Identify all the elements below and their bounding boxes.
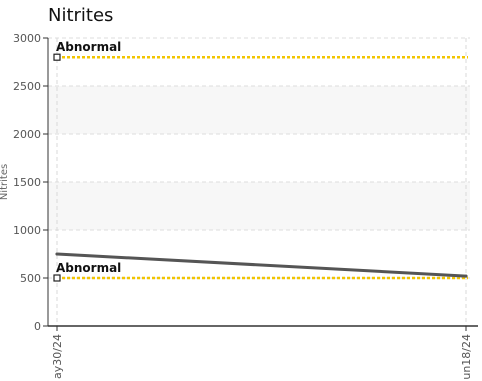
- data-point: [55, 252, 59, 256]
- x-tick-label: ay30/24: [51, 334, 64, 379]
- threshold-label: Abnormal: [56, 40, 121, 54]
- y-tick-label: 1500: [13, 176, 41, 189]
- x-tick-label: un18/24: [460, 334, 473, 380]
- y-tick-label: 0: [34, 320, 41, 333]
- threshold-marker: [53, 53, 61, 61]
- background-bands: [48, 86, 470, 230]
- threshold-marker: [53, 274, 61, 282]
- background-band: [48, 86, 470, 134]
- background-band: [48, 182, 470, 230]
- y-tick-label: 500: [20, 272, 41, 285]
- axes: [43, 37, 478, 331]
- data-point: [464, 274, 468, 278]
- grid-lines: [48, 37, 470, 326]
- chart-title: Nitrites: [48, 5, 114, 26]
- y-tick-label: 2000: [13, 128, 41, 141]
- y-tick-label: 3000: [13, 32, 41, 45]
- y-tick-label: 1000: [13, 224, 41, 237]
- y-tick-label: 2500: [13, 80, 41, 93]
- threshold-label: Abnormal: [56, 261, 121, 275]
- y-axis-title: Nitrites: [0, 164, 10, 200]
- series-lines: [55, 252, 468, 278]
- tick-labels: 0 500 1000 1500 2000 2500 3000 Nitrites ay30/24 u…: [0, 32, 473, 380]
- thresholds: Abnormal Abnormal: [53, 40, 468, 282]
- series-line: [55, 252, 468, 278]
